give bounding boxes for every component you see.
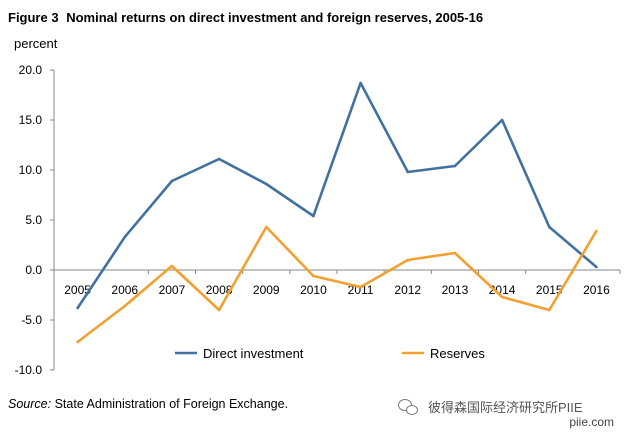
y-tick-label: 0.0 (25, 263, 42, 277)
data-point (76, 340, 79, 344)
data-point (170, 179, 174, 183)
data-point (406, 170, 410, 174)
figure-title: Figure 3 Nominal returns on direct inves… (8, 10, 483, 25)
data-point (359, 285, 362, 289)
data-point (123, 235, 127, 239)
x-tick-label: 2010 (300, 283, 327, 297)
figure-title-text: Nominal returns on direct investment and… (66, 10, 484, 25)
data-point (217, 157, 221, 161)
data-point (453, 164, 457, 168)
data-point (312, 274, 315, 278)
legend-label: Reserves (430, 346, 485, 361)
legend-label: Direct investment (203, 346, 304, 361)
source-text: State Administration of Foreign Exchange… (54, 397, 289, 411)
data-point (547, 225, 551, 229)
data-point (217, 308, 221, 312)
data-point (76, 306, 79, 310)
series-line-reserves (76, 225, 598, 344)
y-tick-label: -10.0 (15, 363, 43, 377)
figure-number: Figure 3 (8, 10, 59, 25)
x-tick-label: 2014 (489, 283, 516, 297)
y-tick-label: 15.0 (19, 113, 43, 127)
x-tick-label: 2012 (394, 283, 421, 297)
x-tick-label: 2006 (111, 283, 138, 297)
data-point (170, 264, 174, 268)
watermark: 彼得森国际经济研究所PIIE (398, 397, 583, 416)
x-tick-label: 2016 (583, 283, 610, 297)
data-point (595, 265, 598, 269)
y-tick-label: 20.0 (19, 63, 43, 77)
data-point (547, 308, 551, 312)
x-tick-label: 2015 (536, 283, 563, 297)
watermark-text: 彼得森国际经济研究所PIIE (428, 400, 583, 415)
source-note: Source: State Administration of Foreign … (8, 397, 288, 411)
data-point (359, 81, 362, 85)
x-tick-label: 2008 (206, 283, 233, 297)
source-label: Source: (8, 397, 52, 411)
data-point (312, 214, 315, 218)
y-tick-label: 5.0 (25, 213, 42, 227)
data-point (406, 258, 410, 262)
y-tick-label: -5.0 (21, 313, 42, 327)
data-point (595, 229, 598, 233)
data-point (264, 182, 268, 186)
data-point (264, 225, 268, 229)
series-line-direct-investment (76, 81, 598, 309)
site-url: piie.com (569, 415, 614, 429)
data-point (453, 251, 457, 255)
x-tick-label: 2013 (442, 283, 469, 297)
x-tick-label: 2005 (64, 283, 91, 297)
data-point (123, 304, 127, 308)
wechat-icon (398, 398, 420, 415)
data-point (500, 295, 504, 299)
y-axis-label: percent (14, 36, 58, 51)
x-tick-label: 2007 (159, 283, 186, 297)
y-tick-label: 10.0 (19, 163, 43, 177)
data-point (500, 118, 504, 122)
x-tick-label: 2009 (253, 283, 280, 297)
